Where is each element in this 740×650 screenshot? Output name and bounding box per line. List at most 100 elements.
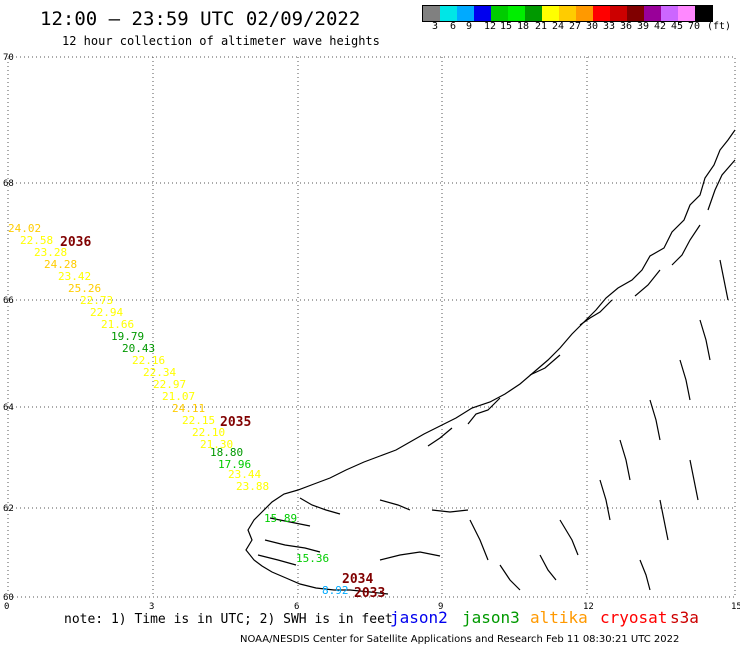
coastline-segment [579,299,613,326]
wave-height-label: 24.02 [8,222,41,235]
wave-height-label: 21.07 [162,390,195,403]
wave-height-label: 23.44 [228,468,261,481]
wave-height-label: 25.26 [68,282,101,295]
scale-label: 42 [654,21,667,32]
scale-label: 6 [450,21,457,32]
wave-height-label: 8.92 [322,584,349,597]
scale-swatch [508,6,525,21]
satellite-s3a: s3a [670,608,699,627]
satellite-jason2: jason2 [390,608,448,627]
satellite-cryosat: cryosat [600,608,668,627]
lon-tick-label: 0 [4,602,9,612]
scale-swatch [440,6,457,21]
scale-swatch [610,6,627,21]
color-scale [422,5,713,22]
scale-label: 70 [688,21,701,32]
track-time-label: 2034 [342,572,373,587]
coastline-segment [467,397,501,425]
scale-label: 9 [466,21,473,32]
scale-unit: (ft) [707,21,732,32]
scale-label: 36 [620,21,633,32]
wave-height-label: 22.73 [80,294,113,307]
scale-swatch [474,6,491,21]
wave-height-label: 22.94 [90,306,123,319]
lon-tick-label: 15 [731,602,740,612]
wave-height-label: 22.16 [132,354,165,367]
coastline-segment [431,509,469,513]
coastline-segment [679,359,691,401]
scale-swatch [627,6,644,21]
scale-swatch [559,6,576,21]
coastline-segment [499,564,521,591]
track-time-label: 2033 [354,586,385,601]
credit-line: NOAA/NESDIS Center for Satellite Applica… [240,634,680,645]
observation-labels: 24.0222.5823.2824.2823.4225.2622.7322.94… [8,222,385,601]
scale-label: 21 [535,21,548,32]
lat-tick-label: 68 [3,179,14,189]
wave-height-label: 22.97 [153,378,186,391]
coastline-segment [427,427,453,447]
scale-swatch [491,6,508,21]
scale-label: 30 [586,21,599,32]
lat-tick-label: 64 [3,403,14,413]
satellite-altika: altika [530,608,588,627]
scale-swatch [576,6,593,21]
scale-label: 15 [500,21,513,32]
map-title: 12:00 – 23:59 UTC 02/09/2022 [40,8,361,30]
wave-height-label: 18.80 [210,446,243,459]
wave-height-label: 19.79 [111,330,144,343]
coastline-segment [699,319,711,361]
lon-tick-label: 9 [438,602,443,612]
wave-height-label: 23.42 [58,270,91,283]
scale-label: 12 [484,21,497,32]
lon-tick-label: 3 [149,602,154,612]
coastline-segment [379,551,441,561]
wave-height-label: 23.88 [236,480,269,493]
coastline-segment [659,499,669,541]
scale-label: 45 [671,21,684,32]
norway-coastline [245,129,736,595]
coastline-segment [671,224,701,266]
map-subtitle: 12 hour collection of altimeter wave hei… [62,34,380,48]
lat-tick-label: 66 [3,296,14,306]
coastline-segment [529,354,561,376]
scale-swatch [593,6,610,21]
coastline-segment [649,399,661,441]
coastline-segment [639,559,651,591]
wave-height-label: 20.43 [122,342,155,355]
coastline-segment [264,539,321,553]
coastline-segment [245,129,736,595]
coastline-segment [469,519,489,561]
wave-height-label: 22.34 [143,366,176,379]
wave-height-label: 23.28 [34,246,67,259]
coastline-segment [689,459,699,501]
scale-label: 24 [552,21,565,32]
scale-label: 33 [603,21,616,32]
coastline-segment [559,519,579,556]
scale-swatch [525,6,542,21]
wave-height-label: 15.36 [296,552,329,565]
lat-tick-label: 60 [3,593,14,603]
coastline-segment [269,517,311,527]
wave-height-label: 22.10 [192,426,225,439]
coastline-segment [719,259,729,301]
wave-height-label: 24.28 [44,258,77,271]
scale-swatch [457,6,474,21]
scale-label: 3 [432,21,439,32]
wave-height-label: 17.96 [218,458,251,471]
track-time-label: 2036 [60,235,91,250]
scale-swatch [542,6,559,21]
map-frame [7,56,736,598]
note-text: note: 1) Time is in UTC; 2) SWH is in fe… [64,612,393,627]
coastline-segment [619,439,631,481]
wave-height-label: 22.58 [20,234,53,247]
coastline-segment [299,497,341,515]
satellite-jason3: jason3 [462,608,520,627]
wave-height-label: 24.11 [172,402,205,415]
scale-swatch [661,6,678,21]
wave-height-label: 21.30 [200,438,233,451]
scale-swatch [678,6,695,21]
wave-height-label: 22.15 [182,414,215,427]
